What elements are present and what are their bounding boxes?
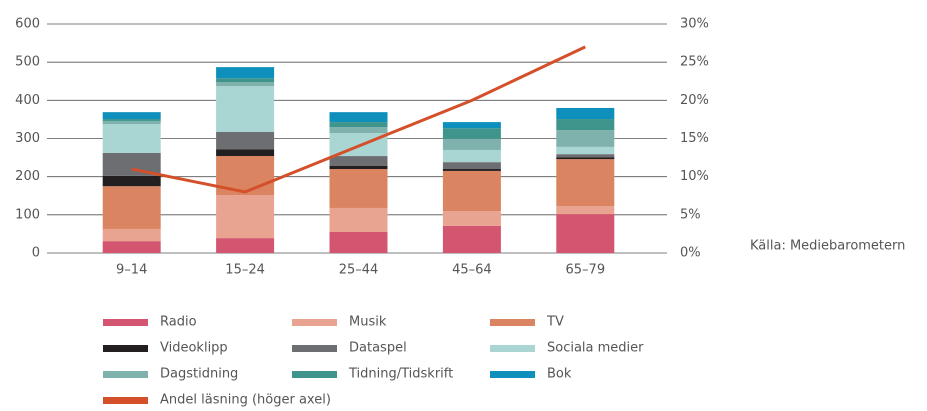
y2-tick-label: 0% [680, 246, 701, 261]
legend-swatch [490, 319, 535, 326]
legend-swatch [103, 345, 148, 352]
legend-swatch [103, 319, 148, 326]
bar-segment [556, 214, 615, 253]
bar-segment [556, 206, 615, 215]
bar-segment [102, 241, 161, 253]
legend-label: TV [546, 315, 564, 330]
bar-segment [556, 157, 615, 160]
bar-segment [102, 228, 161, 242]
bar-segment [442, 211, 501, 226]
bar-segment [556, 159, 615, 207]
bar-segment [216, 149, 275, 157]
y-tick-label: 400 [15, 93, 40, 108]
y2-tick-label: 10% [680, 169, 709, 184]
bar-segment [556, 130, 615, 147]
bar-segment [102, 120, 161, 124]
y2-tick-label: 20% [680, 93, 709, 108]
legend-swatch [292, 345, 337, 352]
bar-segment [442, 138, 501, 150]
bar-segment [102, 123, 161, 154]
x-tick-label: 45–64 [452, 263, 492, 278]
legend-label: Radio [160, 315, 197, 330]
bar-segment [442, 128, 501, 139]
bar-segment [442, 162, 501, 170]
bar-segment [442, 149, 501, 163]
y2-tick-label: 25% [680, 55, 709, 70]
bar-segment [102, 186, 161, 229]
y-tick-label: 600 [15, 17, 40, 32]
y-tick-label: 300 [15, 131, 40, 146]
bar-segment [329, 207, 388, 233]
y-tick-label: 0 [32, 246, 40, 261]
y-tick-label: 500 [15, 55, 40, 70]
bar-segment [442, 169, 501, 171]
legend-label: Andel läsning (höger axel) [160, 393, 331, 408]
line-series [131, 45, 586, 194]
bar-segment [556, 107, 615, 120]
legend-label: Musik [349, 315, 387, 330]
bar-segment [216, 67, 275, 79]
bar-segment [216, 194, 275, 239]
legend-label: Tidning/Tidskrift [348, 367, 453, 382]
y2-tick-label: 30% [680, 17, 709, 32]
bar-segment [329, 127, 388, 134]
bar-segment [556, 146, 615, 155]
bar-segment [216, 132, 275, 150]
legend-label: Videoklipp [160, 341, 228, 356]
legend-swatch [490, 371, 535, 378]
legend-swatch [292, 371, 337, 378]
x-tick-label: 65–79 [566, 263, 606, 278]
y2-tick-label: 5% [680, 207, 701, 222]
bar-segment [329, 112, 388, 123]
bar-segment [216, 82, 275, 87]
bar-segment [102, 175, 161, 187]
bar-segment [329, 232, 388, 253]
legend-label: Bok [547, 367, 572, 382]
bar-segment [329, 165, 388, 170]
x-tick-label: 9–14 [116, 263, 147, 278]
y2-tick-label: 15% [680, 131, 709, 146]
bar-segment [556, 154, 615, 158]
bar-segment [442, 170, 501, 212]
x-tick-label: 25–44 [339, 263, 379, 278]
legend-swatch [292, 319, 337, 326]
legend-swatch [103, 397, 148, 404]
bar-segment [102, 153, 161, 176]
bar-segment [329, 156, 388, 166]
bar-segment [102, 112, 161, 120]
bar-segment [442, 122, 501, 129]
x-tick-label: 15–24 [225, 263, 265, 278]
legend-swatch [103, 371, 148, 378]
y-tick-label: 200 [15, 169, 40, 184]
bar-segment [442, 225, 501, 253]
legend-swatch [490, 345, 535, 352]
y-tick-label: 100 [15, 207, 40, 222]
bar-segment [102, 119, 161, 121]
bar-segment [556, 119, 615, 131]
source-note: Källa: Mediebarometern [750, 239, 905, 254]
legend-label: Sociala medier [547, 341, 644, 356]
bar-segment [329, 169, 388, 208]
bar-segment [216, 86, 275, 133]
legend-label: Dagstidning [160, 367, 238, 382]
bar-segment [216, 78, 275, 83]
legend-label: Dataspel [349, 341, 407, 356]
bar-segment [216, 238, 275, 253]
bar-segment [329, 122, 388, 128]
